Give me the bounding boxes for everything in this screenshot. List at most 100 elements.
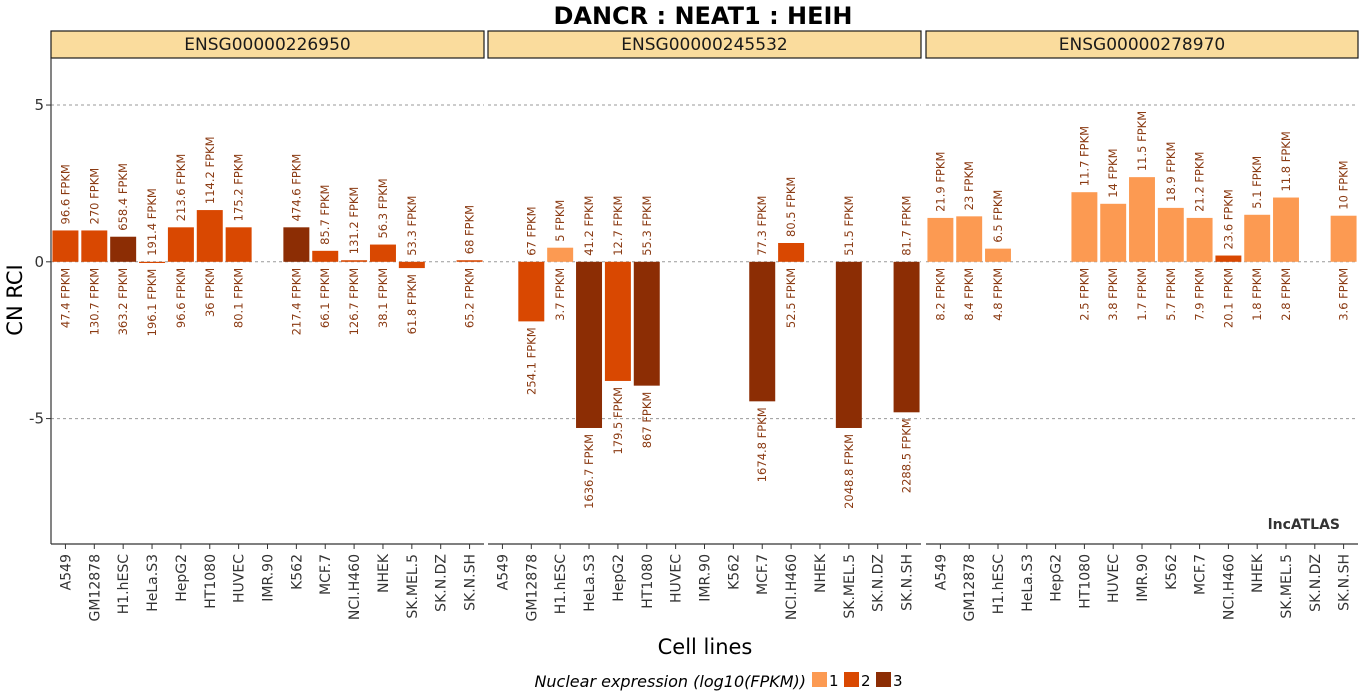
nucleus-fpkm-label: 80.1 FPKM <box>232 268 246 328</box>
x-tick-label: HepG2 <box>1049 554 1065 602</box>
y-tick-label: 0 <box>34 253 44 271</box>
bar <box>398 261 425 269</box>
bar <box>312 250 339 262</box>
facet-strip-label: ENSG00000245532 <box>621 35 787 55</box>
bar <box>749 261 776 402</box>
x-tick-label: HeLa.S3 <box>1020 554 1036 612</box>
bar <box>1215 255 1242 262</box>
nucleus-fpkm-label: 8.4 FPKM <box>962 268 976 321</box>
facet-panels: ENSG00000226950 A549 GM12878 H1.hESC HeLa.S3… <box>50 30 1359 621</box>
legend-title: Nuclear expression (log10(FPKM)) <box>534 672 806 691</box>
bar <box>893 261 920 413</box>
nucleus-fpkm-label: 1636.7 FPKM <box>582 434 596 509</box>
x-tick-label: NHEK <box>1250 553 1266 593</box>
nucleus-fpkm-label: 3.8 FPKM <box>1106 268 1120 321</box>
cytoplasm-fpkm-label: 85.7 FPKM <box>318 185 332 245</box>
x-tick-label: K562 <box>1164 554 1180 590</box>
x-tick-label: SK.MEL.5 <box>1279 554 1295 619</box>
nucleus-fpkm-label: 8.2 FPKM <box>933 268 947 321</box>
cytoplasm-fpkm-label: 270 FPKM <box>87 168 101 225</box>
cytoplasm-fpkm-label: 114.2 FPKM <box>203 136 217 204</box>
nucleus-fpkm-label: 36 FPKM <box>203 268 217 317</box>
y-tick-label: -5 <box>29 410 44 428</box>
bar <box>167 227 194 262</box>
cytoplasm-fpkm-label: 23 FPKM <box>962 161 976 210</box>
chart-title: DANCR : NEAT1 : HEIH <box>553 2 852 30</box>
bar <box>283 227 310 262</box>
y-axis-ticks: -5 0 5 <box>29 96 51 428</box>
nucleus-fpkm-label: 363.2 FPKM <box>116 268 130 336</box>
facet-strip <box>925 30 1359 59</box>
cytoplasm-fpkm-label: 51.5 FPKM <box>842 196 856 256</box>
nucleus-fpkm-label: 96.6 FPKM <box>174 268 188 328</box>
legend-swatch <box>812 672 827 687</box>
cytoplasm-fpkm-label: 658.4 FPKM <box>116 163 130 231</box>
cytoplasm-fpkm-label: 5 FPKM <box>553 200 567 242</box>
legend-label: 1 <box>829 672 839 690</box>
x-tick-label: K562 <box>289 554 305 590</box>
nucleus-fpkm-label: 20.1 FPKM <box>1221 268 1235 328</box>
x-tick-label: GM12878 <box>524 554 540 621</box>
y-axis-title: CN RCI <box>3 264 27 335</box>
bar <box>1244 214 1271 262</box>
cytoplasm-fpkm-label: 96.6 FPKM <box>58 164 72 224</box>
x-tick-label: NCI.H460 <box>1221 554 1237 620</box>
nucleus-fpkm-label: 867 FPKM <box>640 392 654 449</box>
x-tick-label: HeLa.S3 <box>145 554 161 612</box>
nucleus-fpkm-label: 52.5 FPKM <box>784 268 798 328</box>
cytoplasm-fpkm-label: 5.1 FPKM <box>1250 156 1264 209</box>
bar <box>1129 177 1155 262</box>
x-axis-title: Cell lines <box>658 635 753 659</box>
facet-strip-label: ENSG00000226950 <box>184 35 350 55</box>
bar <box>110 236 137 262</box>
nucleus-fpkm-label: 3.6 FPKM <box>1337 268 1351 321</box>
x-tick-label: H1.hESC <box>553 554 569 614</box>
cytoplasm-fpkm-label: 474.6 FPKM <box>289 154 303 222</box>
bar <box>1157 207 1184 262</box>
bar <box>369 244 396 262</box>
x-tick-label: HeLa.S3 <box>582 554 598 612</box>
nucleus-fpkm-label: 65.2 FPKM <box>463 268 477 328</box>
x-tick-label: MCF.7 <box>755 554 771 595</box>
cytoplasm-fpkm-label: 53.3 FPKM <box>405 196 419 256</box>
bar <box>927 217 954 262</box>
bar <box>81 230 108 262</box>
facet-panel: ENSG00000278970 A549 GM12878 H1.hESC HeLa.S3… <box>925 30 1359 621</box>
cytoplasm-fpkm-label: 12.7 FPKM <box>611 196 625 256</box>
x-tick-label: HepG2 <box>611 554 627 602</box>
bar <box>139 261 166 264</box>
nucleus-fpkm-label: 2.8 FPKM <box>1279 268 1293 321</box>
facet-strip-label: ENSG00000278970 <box>1059 35 1225 55</box>
x-tick-label: GM12878 <box>962 554 978 621</box>
nucleus-fpkm-label: 1.8 FPKM <box>1250 268 1264 321</box>
legend-keys: 1 2 3 <box>812 672 903 690</box>
x-tick-label: K562 <box>726 554 742 590</box>
x-tick-label: SK.N.SH <box>900 554 916 611</box>
cytoplasm-fpkm-label: 213.6 FPKM <box>174 154 188 222</box>
x-tick-label: IMR.90 <box>261 554 277 602</box>
facet-strip <box>487 30 922 59</box>
nucleus-fpkm-label: 217.4 FPKM <box>289 268 303 336</box>
x-tick-label: HT1080 <box>203 554 219 609</box>
bar <box>778 242 805 262</box>
cytoplasm-fpkm-label: 10 FPKM <box>1337 160 1351 209</box>
nucleus-fpkm-label: 38.1 FPKM <box>376 268 390 328</box>
legend-swatch <box>876 672 891 687</box>
x-tick-label: HepG2 <box>174 554 190 602</box>
cytoplasm-fpkm-label: 14 FPKM <box>1106 148 1120 197</box>
x-tick-label: SK.N.DZ <box>434 554 450 612</box>
nucleus-fpkm-label: 2288.5 FPKM <box>900 418 914 493</box>
x-tick-label: SK.N.DZ <box>871 554 887 612</box>
nucleus-fpkm-label: 3.7 FPKM <box>553 268 567 321</box>
x-tick-label: HUVEC <box>232 554 248 603</box>
x-tick-label: NHEK <box>376 553 392 593</box>
nucleus-fpkm-label: 254.1 FPKM <box>524 327 538 395</box>
bar <box>576 261 603 428</box>
nucleus-fpkm-label: 47.4 FPKM <box>58 268 72 328</box>
bar <box>956 216 983 262</box>
bar <box>1071 192 1098 262</box>
x-tick-label: A549 <box>58 554 74 590</box>
bar <box>196 210 223 262</box>
bar <box>1186 217 1213 262</box>
bar <box>985 248 1011 262</box>
